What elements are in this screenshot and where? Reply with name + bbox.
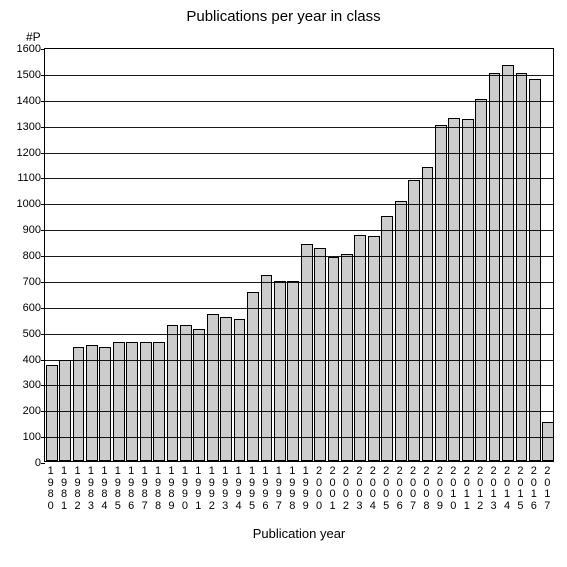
bar [489,73,501,461]
x-tick-label: 2005 [380,466,393,512]
y-tick-label: 300 [23,379,41,391]
y-tick-label: 1300 [17,121,41,133]
x-tick-label: 1984 [98,466,111,512]
bar [261,275,273,461]
bar [516,73,528,461]
x-tick-label: 2010 [447,466,460,512]
bar [529,79,541,461]
y-tick-label: 600 [23,302,41,314]
bar [247,292,259,461]
y-tick-label: 1100 [17,172,41,184]
x-tick-label: 2002 [339,466,352,512]
bar [207,314,219,461]
x-tick-label: 1988 [151,466,164,512]
x-tick-label: 2017 [541,466,554,512]
bar [354,235,366,461]
x-tick-label: 2015 [514,466,527,512]
x-tick-label: 1990 [178,466,191,512]
bar [314,248,326,461]
bar [220,317,232,461]
x-tick-label: 2004 [366,466,379,512]
bar [180,325,192,461]
y-unit-label: #P [26,30,41,44]
y-tick-label: 1000 [17,198,41,210]
x-tick-label: 1993 [218,466,231,512]
x-tick-label: 1981 [57,466,70,512]
x-tick-label: 1994 [232,466,245,512]
x-tick-label: 1983 [84,466,97,512]
x-tick-label: 2007 [406,466,419,512]
x-tick-label: 1980 [44,466,57,512]
x-tick-label: 1992 [205,466,218,512]
y-tick-label: 400 [23,354,41,366]
bar [368,236,380,461]
x-tick-label: 2001 [326,466,339,512]
y-tick-label: 200 [23,405,41,417]
bar [542,422,554,461]
bar [234,319,246,461]
x-tick-label: 2013 [487,466,500,512]
x-tick-label: 1987 [138,466,151,512]
x-tick-label: 1997 [272,466,285,512]
x-tick-label: 1996 [259,466,272,512]
bar [381,216,393,461]
bar [73,347,85,461]
bar [422,167,434,461]
y-tick-label: 800 [23,250,41,262]
x-tick-label: 1999 [299,466,312,512]
y-tick-label: 500 [23,328,41,340]
x-tick-label: 1989 [165,466,178,512]
bar [395,201,407,461]
bar [46,365,58,461]
x-axis-title: Publication year [44,526,554,541]
x-tick-label: 2006 [393,466,406,512]
x-tick-label: 2003 [353,466,366,512]
bar [448,118,460,461]
x-tick-label: 1995 [245,466,258,512]
bar [341,254,353,461]
y-tick-label: 100 [23,431,41,443]
bar [462,119,474,461]
x-tick-label: 1991 [192,466,205,512]
x-tick-label: 2009 [433,466,446,512]
x-tick-label: 1998 [286,466,299,512]
y-tick-label: 1500 [17,69,41,81]
x-tick-label: 2016 [527,466,540,512]
x-tick-label: 2000 [312,466,325,512]
chart-container: Publications per year in class #P 010020… [0,0,567,567]
bar [502,65,514,461]
x-tick-label: 2011 [460,466,473,512]
y-tick-label: 1200 [17,147,41,159]
x-tick-label: 2012 [473,466,486,512]
bar [86,345,98,461]
y-tick-label: 700 [23,276,41,288]
y-tick-label: 1600 [17,43,41,55]
bar [301,244,313,461]
bar [193,329,205,461]
y-tick-label: 900 [23,224,41,236]
x-tick-label: 1982 [71,466,84,512]
bar [99,347,111,461]
plot-area: 0100200300400500600700800900100011001200… [44,48,554,462]
x-tick-label: 1986 [125,466,138,512]
x-labels: 1980198119821983198419851986198719881989… [44,466,554,526]
x-tick-label: 1985 [111,466,124,512]
x-tick-label: 2014 [500,466,513,512]
bar [408,180,420,461]
x-tick-label: 2008 [420,466,433,512]
chart-title: Publications per year in class [0,8,567,25]
bar [167,325,179,461]
bars-group [45,49,553,461]
y-tick-label: 1400 [17,95,41,107]
